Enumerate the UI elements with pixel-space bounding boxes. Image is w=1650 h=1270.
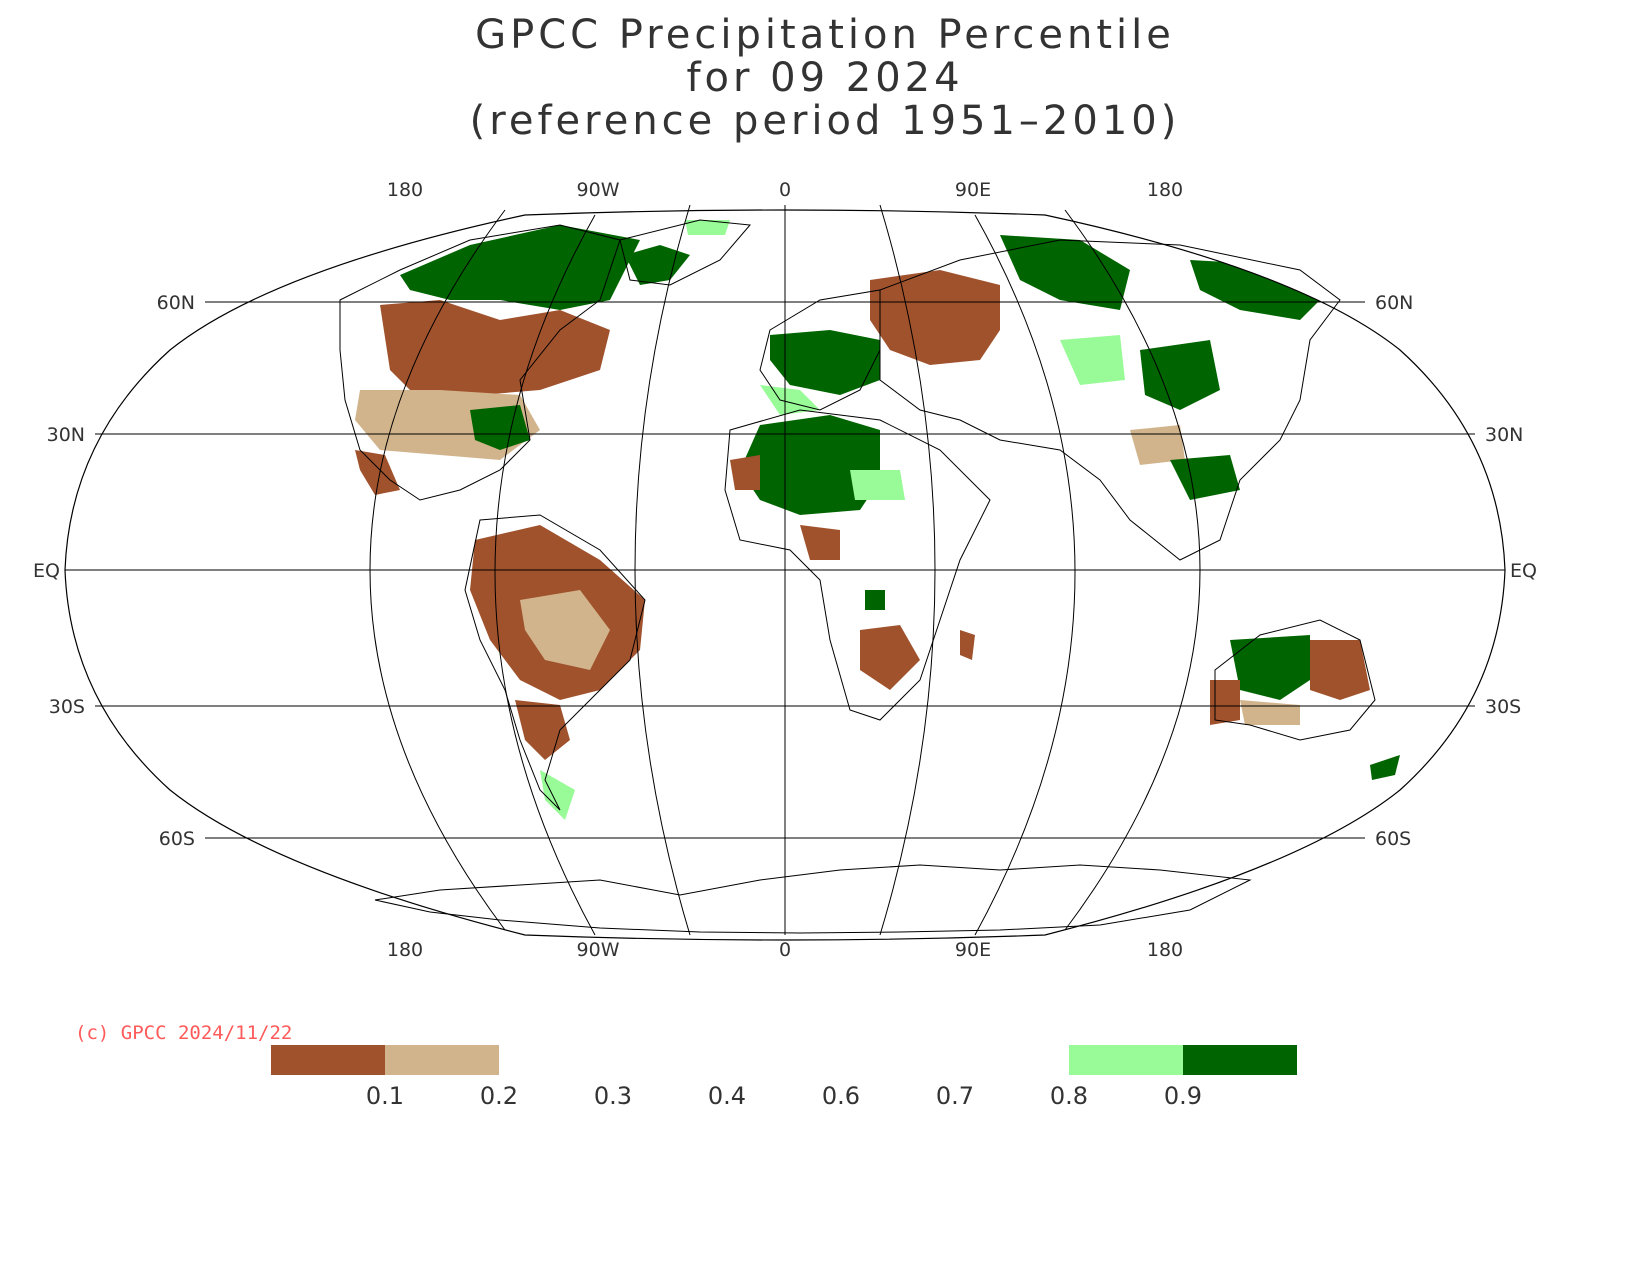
legend-tick-0-8: 0.8: [1050, 1082, 1088, 1110]
lon-label-bottom-90e: 90E: [955, 939, 991, 961]
legend-box-0-7: [955, 1045, 1069, 1075]
coast-greenland: [619, 219, 752, 286]
patch-australia-south: [1240, 700, 1300, 725]
meridian-90e: [974, 214, 1076, 936]
patch-canada-wet: [400, 225, 640, 310]
coast-australia: [1214, 619, 1376, 741]
lon-label-bottom-0: 0: [779, 939, 791, 961]
legend-box-wet: [1069, 1045, 1183, 1075]
lon-label-bottom-180e: 180: [1147, 939, 1183, 961]
patch-south-africa-mixed: [860, 625, 920, 690]
lat-label-left-30n: 30N: [47, 424, 85, 446]
lat-label-right-eq: EQ: [1510, 560, 1537, 582]
patch-east-siberia-wet: [1190, 260, 1330, 320]
map-title-line-3: (reference period 1951–2010): [469, 98, 1181, 144]
patch-russia-dry: [870, 270, 1000, 365]
meridian-90w: [494, 214, 596, 936]
lat-label-left-eq: EQ: [33, 560, 60, 582]
patch-greenland-light: [685, 220, 730, 235]
lat-label-left-60n: 60N: [157, 292, 195, 314]
patch-gulf-guinea-dry: [800, 525, 840, 560]
patch-europe-wet: [770, 330, 880, 395]
meridian-45e: [879, 204, 936, 936]
patch-patagonia-dry: [515, 700, 570, 760]
lat-label-right-30n: 30N: [1485, 424, 1523, 446]
meridian-135w: [369, 209, 506, 931]
patch-south-america-light: [520, 590, 610, 670]
legend-box-0-4: [727, 1045, 841, 1075]
patch-patagonia-wet: [540, 770, 575, 820]
coast-asia: [879, 239, 1341, 561]
legend-box-0-3: [613, 1045, 727, 1075]
patch-sahel-light: [850, 470, 905, 500]
patch-australia-wet: [1230, 635, 1310, 700]
patch-central-africa-wet: [865, 590, 885, 610]
map-title-line-2: for 09 2024: [686, 55, 964, 101]
lon-label-bottom-180w: 180: [387, 939, 423, 961]
lon-label-top-180w: 180: [387, 179, 423, 201]
patch-india-dry: [1130, 425, 1185, 465]
lon-label-top-0: 0: [779, 179, 791, 201]
meridian-45w: [634, 204, 691, 936]
patch-siberia-wet: [1000, 235, 1130, 310]
globe-outline: [64, 209, 1506, 941]
lat-label-right-60n: 60N: [1375, 292, 1413, 314]
coastlines: [339, 219, 1376, 934]
copyright-stamp: (c) GPCC 2024/11/22: [75, 1022, 293, 1044]
patch-mongolia-wet: [1140, 340, 1220, 410]
lat-label-left-60s: 60S: [159, 828, 195, 850]
patch-canada-dry: [380, 300, 610, 400]
lat-label-right-30s: 30S: [1485, 696, 1521, 718]
coast-antarctica: [374, 864, 1252, 934]
lon-label-bottom-90w: 90W: [577, 939, 620, 961]
lat-label-left-30s: 30S: [49, 696, 85, 718]
lon-label-top-180e: 180: [1147, 179, 1183, 201]
graticule-meridians: [369, 204, 1201, 936]
lon-label-top-90w: 90W: [577, 179, 620, 201]
lon-label-top-90e: 90E: [955, 179, 991, 201]
legend-box-very-dry: [271, 1045, 385, 1075]
coast-north-america: [339, 224, 621, 501]
coast-europe: [759, 289, 881, 411]
patch-asia-light: [1060, 335, 1125, 385]
lat-label-right-60s: 60S: [1375, 828, 1411, 850]
precipitation-patches: [355, 220, 1400, 820]
meridian-135e: [1064, 209, 1201, 931]
patch-australia-east-dry: [1310, 640, 1370, 700]
legend-box-very-wet: [1183, 1045, 1297, 1075]
patch-usa-east-wet: [470, 405, 530, 450]
patch-mexico-dry: [355, 450, 400, 495]
legend-tick-0-3: 0.3: [594, 1082, 632, 1110]
patch-new-zealand-wet: [1370, 755, 1400, 780]
patch-sahel-wet: [740, 415, 880, 515]
legend-box-0-2: [499, 1045, 613, 1075]
legend-box-dry: [385, 1045, 499, 1075]
legend-tick-0-4: 0.4: [708, 1082, 746, 1110]
legend: 0.1 0.2 0.3 0.4 0.6 0.7 0.8 0.9: [271, 1045, 1297, 1110]
coast-south-america: [464, 514, 646, 811]
legend-box-0-6: [841, 1045, 955, 1075]
patch-greenland-wet: [625, 245, 690, 285]
legend-tick-0-9: 0.9: [1164, 1082, 1202, 1110]
patch-europe-light: [760, 385, 820, 415]
patch-madagascar-dry: [960, 630, 975, 660]
patch-australia-west-dry: [1210, 680, 1240, 725]
map-title-line-1: GPCC Precipitation Percentile: [475, 12, 1175, 58]
patch-china-wet: [1170, 455, 1240, 500]
legend-tick-0-7: 0.7: [936, 1082, 974, 1110]
legend-tick-0-1: 0.1: [366, 1082, 404, 1110]
legend-tick-0-2: 0.2: [480, 1082, 518, 1110]
patch-west-africa-dry: [730, 455, 760, 490]
legend-tick-0-6: 0.6: [822, 1082, 860, 1110]
coast-africa: [724, 409, 991, 721]
